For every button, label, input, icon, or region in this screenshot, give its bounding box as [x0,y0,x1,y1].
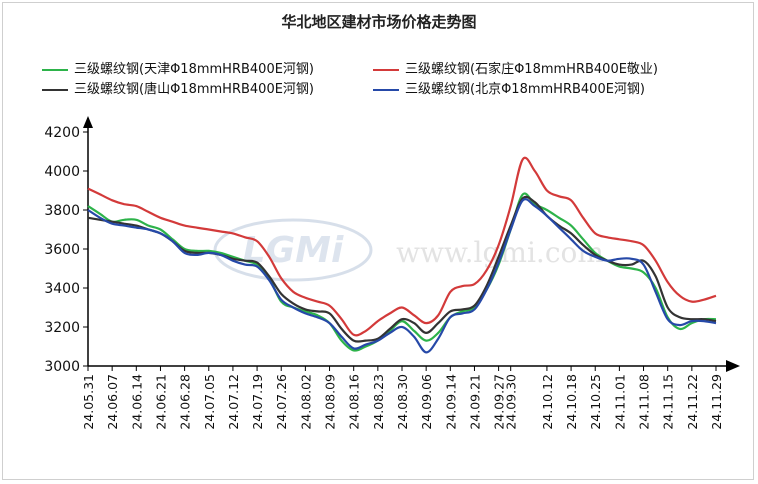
legend-label-tangshan: 三级螺纹钢(唐山Φ18mmHRB400E河钢) [74,82,314,97]
series-line-beijing [87,198,717,354]
legend-item-shijiazhuang: 三级螺纹钢(石家庄Φ18mmHRB400E敬业) [373,58,658,77]
watermark-logo-ring [213,218,373,282]
x-tick-label: 24.09.21 [467,374,482,430]
legend-label-beijing: 三级螺纹钢(北京Φ18mmHRB400E河钢) [405,82,645,97]
x-tick-label: 24.10.25 [588,374,603,430]
x-tick-label: 24.07.19 [250,374,265,430]
watermark: LGMi www.lgmi.com [213,218,604,282]
x-tick-label: 24.08.02 [298,374,313,430]
y-tick-label: 3800 [44,203,80,219]
y-tick-label: 3400 [44,281,80,297]
x-tick-label: 24.11.22 [685,374,700,430]
legend-label-tianjin: 三级螺纹钢(天津Φ18mmHRB400E河钢) [74,62,314,77]
y-tick-label: 3200 [44,320,80,336]
series-line-shijiazhuang [87,156,717,337]
x-tick-label: 24.11.01 [612,374,627,430]
x-tick-label: 24.10.12 [540,374,555,430]
series-line-tangshan [87,195,717,343]
x-tick-label: 24.11.08 [637,374,652,430]
x-tick-label: 24.08.09 [323,374,338,430]
y-tick-label: 4200 [44,125,80,141]
y-tick-label: 3000 [44,359,80,375]
x-axis-arrow [726,360,740,372]
x-tick-label: 24.06.07 [105,374,120,430]
y-tick-label: 4000 [44,164,80,180]
x-tick-label: 24.09.27 [492,374,507,430]
x-tick-label: 24.09.14 [443,374,458,430]
legend-swatch-tangshan [42,88,68,91]
legend-item-tangshan: 三级螺纹钢(唐山Φ18mmHRB400E河钢) [42,78,314,97]
x-tick-label: 24.11.29 [709,374,724,430]
x-tick-label: 24.07.05 [202,374,217,430]
legend-item-tianjin: 三级螺纹钢(天津Φ18mmHRB400E河钢) [42,58,314,77]
chart-title: 华北地区建材市场价格走势图 [281,13,477,31]
axes: 3000 3200 3400 3600 3800 4000 4200 24.05.31 24.0… [44,116,740,430]
legend-swatch-tianjin [42,68,68,71]
x-tick-label: 24.11.15 [661,374,676,430]
x-tick-label: 24.09.30 [504,374,519,430]
x-tick-label: 24.06.21 [153,374,168,430]
y-tick-label: 3600 [44,242,80,258]
x-tick-label: 24.07.12 [226,374,241,430]
y-axis-arrow [83,116,93,128]
x-tick-label: 24.06.28 [178,374,193,430]
x-tick-label: 24.09.06 [419,374,434,430]
x-tick-label: 24.06.14 [129,374,144,430]
legend-item-beijing: 三级螺纹钢(北京Φ18mmHRB400E河钢) [373,78,645,97]
legend-label-shijiazhuang: 三级螺纹钢(石家庄Φ18mmHRB400E敬业) [405,62,658,77]
legend-swatch-beijing [373,88,399,91]
x-tick-label: 24.08.16 [347,374,362,430]
x-tick-label: 24.05.31 [81,374,96,430]
x-tick-label: 24.10.18 [564,374,579,430]
x-tick-label: 24.07.26 [274,374,289,430]
x-tick-label: 24.08.23 [371,374,386,430]
x-tick-label: 24.08.30 [395,374,410,430]
series-layer [87,156,717,354]
legend-swatch-shijiazhuang [373,68,399,71]
